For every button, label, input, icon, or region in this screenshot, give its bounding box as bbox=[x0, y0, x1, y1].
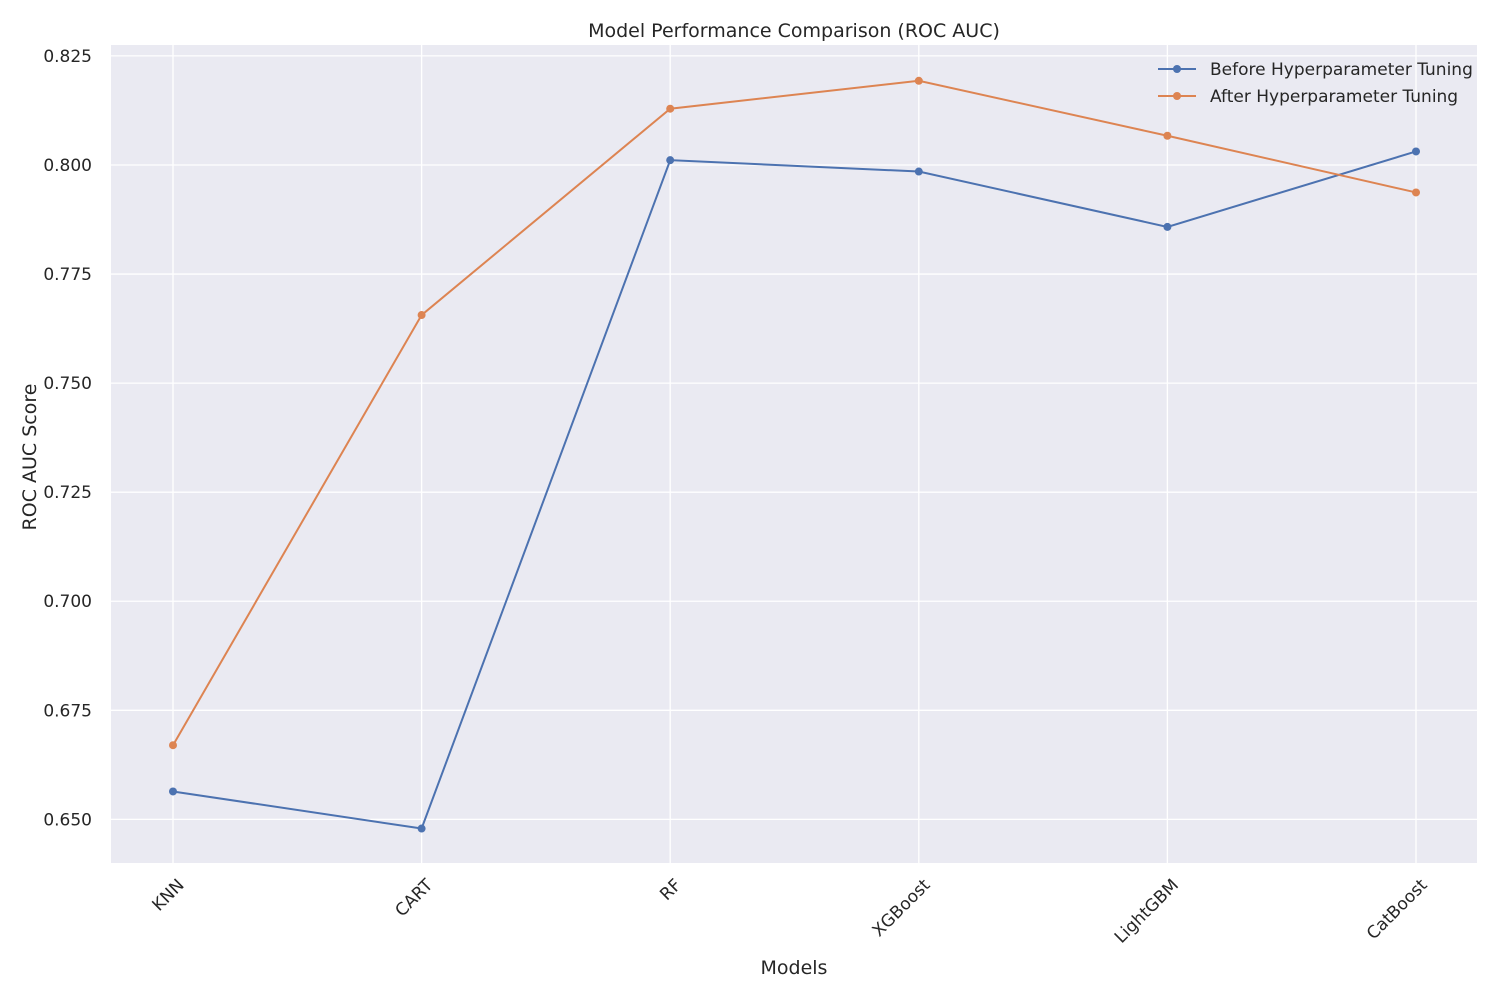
y-tick-label: 0.675 bbox=[43, 701, 92, 721]
y-tick-label: 0.825 bbox=[43, 47, 92, 67]
x-tick-label: CART bbox=[392, 875, 438, 921]
x-tick-label: RF bbox=[656, 875, 685, 904]
series-line bbox=[172, 79, 1417, 746]
y-tick-label: 0.700 bbox=[43, 592, 92, 612]
series-line bbox=[172, 150, 1417, 830]
grid-lines bbox=[111, 45, 1477, 863]
y-axis-title: ROC AUC Score bbox=[19, 384, 41, 531]
y-tick-label: 0.725 bbox=[43, 483, 92, 503]
data-point bbox=[1412, 188, 1420, 197]
legend-marker bbox=[1173, 65, 1181, 73]
y-tick-label: 0.800 bbox=[43, 156, 92, 176]
chart-title: Model Performance Comparison (ROC AUC) bbox=[588, 20, 1000, 42]
legend-item: Before Hyperparameter Tuning bbox=[1158, 60, 1473, 80]
data-point bbox=[666, 156, 675, 165]
data-point bbox=[1412, 147, 1420, 156]
data-point bbox=[666, 104, 675, 113]
x-tick-label: KNN bbox=[149, 875, 189, 915]
y-tick-label: 0.775 bbox=[43, 265, 92, 285]
data-point bbox=[169, 741, 177, 750]
data-point bbox=[1163, 131, 1172, 140]
legend-label: Before Hyperparameter Tuning bbox=[1210, 60, 1473, 80]
x-axis-ticks: KNN CART RF XGBoost LightGBM CatBoost bbox=[149, 875, 1432, 948]
legend-marker bbox=[1173, 92, 1181, 100]
plot-area bbox=[111, 45, 1477, 863]
x-tick-label: LightGBM bbox=[1111, 875, 1183, 947]
series-before bbox=[169, 147, 1420, 833]
data-point bbox=[914, 167, 923, 176]
series-after bbox=[169, 76, 1420, 750]
x-tick-label: XGBoost bbox=[869, 875, 935, 941]
data-point bbox=[914, 76, 923, 85]
legend: Before Hyperparameter Tuning After Hyperp… bbox=[1158, 60, 1473, 107]
x-axis-title: Models bbox=[761, 957, 828, 979]
y-axis-ticks: 0.650 0.675 0.700 0.725 0.750 0.775 0.800 0.825 bbox=[43, 47, 92, 830]
legend-label: After Hyperparameter Tuning bbox=[1210, 87, 1458, 107]
legend-item: After Hyperparameter Tuning bbox=[1158, 87, 1458, 107]
data-point bbox=[417, 824, 426, 833]
x-tick-label: CatBoost bbox=[1363, 875, 1432, 944]
data-point bbox=[169, 787, 177, 796]
data-point bbox=[417, 311, 426, 320]
data-point bbox=[1163, 222, 1172, 231]
series-layer bbox=[169, 76, 1420, 833]
y-tick-label: 0.650 bbox=[43, 810, 92, 830]
y-tick-label: 0.750 bbox=[43, 374, 92, 394]
